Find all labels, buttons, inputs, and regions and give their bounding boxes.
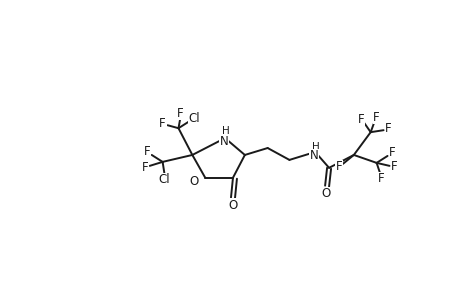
Text: O: O <box>228 199 237 212</box>
Text: F: F <box>377 172 384 185</box>
Text: F: F <box>335 160 341 173</box>
Text: Cl: Cl <box>158 173 170 186</box>
Text: F: F <box>177 107 184 120</box>
Text: F: F <box>143 146 150 158</box>
Text: F: F <box>357 113 364 126</box>
Text: N: N <box>219 135 228 148</box>
Text: F: F <box>388 146 395 160</box>
Text: F: F <box>373 111 379 124</box>
Text: F: F <box>159 117 166 130</box>
Text: F: F <box>390 160 397 173</box>
Text: O: O <box>189 175 198 188</box>
Text: H: H <box>222 126 230 136</box>
Text: F: F <box>384 122 391 135</box>
Text: N: N <box>309 149 318 162</box>
Text: H: H <box>312 142 319 152</box>
Text: Cl: Cl <box>188 112 200 125</box>
Text: F: F <box>141 161 148 174</box>
Text: O: O <box>321 187 330 200</box>
